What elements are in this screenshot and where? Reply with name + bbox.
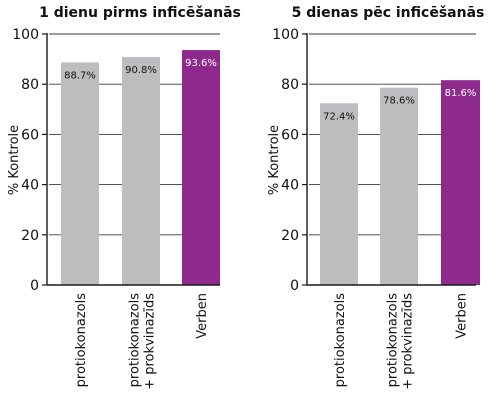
x-tick-label: protiokonazols bbox=[333, 293, 348, 388]
bar-highlight bbox=[441, 80, 480, 286]
data-label: 88.7% bbox=[64, 70, 96, 81]
x-tick-label: Verben bbox=[195, 293, 210, 339]
bar-highlight bbox=[182, 50, 220, 286]
y-tick-label: 0 bbox=[290, 278, 299, 294]
chart-title: 1 dienu pirms inficēšanās bbox=[39, 5, 241, 21]
y-axis-label: % Kontrole bbox=[7, 125, 22, 195]
bar bbox=[380, 87, 418, 286]
y-tick-label: 80 bbox=[21, 77, 39, 93]
y-axis-label: % Kontrole bbox=[267, 125, 282, 195]
y-tick-label: 40 bbox=[21, 178, 39, 194]
y-tick-label: 20 bbox=[21, 228, 39, 244]
x-tick-label: protiokonazols bbox=[74, 293, 89, 388]
bar bbox=[320, 103, 358, 285]
x-tick-label: protiokonazols bbox=[128, 293, 143, 388]
y-tick-label: 60 bbox=[21, 127, 39, 143]
bar bbox=[61, 62, 99, 285]
y-tick-label: 40 bbox=[281, 178, 299, 194]
data-label: 90.8% bbox=[125, 65, 157, 76]
x-tick-label: Verben bbox=[455, 293, 470, 339]
data-label: 93.6% bbox=[185, 58, 217, 69]
data-label: 72.4% bbox=[323, 111, 355, 122]
y-tick-label: 80 bbox=[281, 77, 299, 93]
data-label: 81.6% bbox=[445, 88, 477, 99]
y-tick-label: 0 bbox=[30, 278, 39, 294]
y-tick-label: 60 bbox=[281, 127, 299, 143]
chart-title: 5 dienas pēc inficēšanās bbox=[292, 5, 485, 21]
data-label: 78.6% bbox=[383, 96, 415, 107]
x-tick-label: protiokonazols bbox=[386, 293, 401, 388]
x-tick-label: + prokvinazīds bbox=[401, 293, 416, 390]
y-tick-label: 100 bbox=[272, 27, 299, 43]
y-tick-label: 100 bbox=[12, 27, 39, 43]
y-tick-label: 20 bbox=[281, 228, 299, 244]
bar bbox=[122, 57, 160, 286]
x-tick-label: + prokvinazīds bbox=[143, 293, 158, 390]
